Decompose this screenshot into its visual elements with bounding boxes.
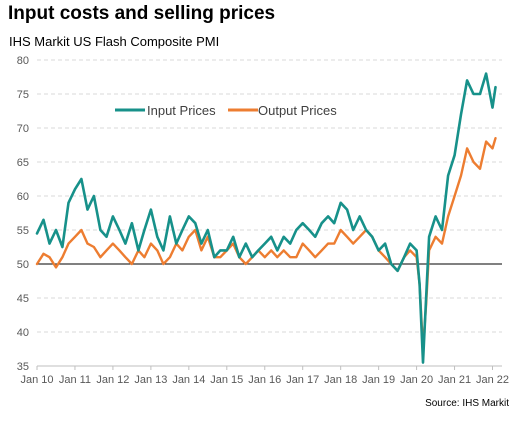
x-tick-label: Jan 20 xyxy=(400,374,433,386)
y-tick-label: 80 xyxy=(17,55,29,67)
series-layer xyxy=(35,72,497,364)
y-tick-label: 35 xyxy=(17,361,29,373)
x-tick-label: Jan 21 xyxy=(438,374,471,386)
x-tick-label: Jan 18 xyxy=(324,374,357,386)
x-tick-label: Jan 11 xyxy=(59,374,91,386)
source-note: Source: IHS Markit xyxy=(425,398,509,409)
legend-label-input-prices: Input Prices xyxy=(147,103,216,118)
x-tick-label: Jan 10 xyxy=(20,374,53,386)
y-tick-label: 40 xyxy=(17,327,29,339)
x-tick-label: Jan 14 xyxy=(172,374,205,386)
x-tick-label: Jan 16 xyxy=(248,374,281,386)
y-tick-label: 60 xyxy=(17,191,29,203)
chart-subtitle: IHS Markit US Flash Composite PMI xyxy=(9,34,220,49)
y-tick-label: 55 xyxy=(17,225,29,237)
y-tick-label: 70 xyxy=(17,123,29,135)
x-tick-label: Jan 19 xyxy=(362,374,395,386)
legend-label-output-prices: Output Prices xyxy=(258,103,337,118)
x-tick-label: Jan 13 xyxy=(134,374,167,386)
x-tick-label: Jan 15 xyxy=(210,374,243,386)
y-tick-label: 50 xyxy=(17,259,29,271)
x-tick-label: Jan 17 xyxy=(286,374,319,386)
x-tick-label: Jan 22 xyxy=(476,374,509,386)
y-tick-label: 45 xyxy=(17,293,29,305)
series-line-input-prices xyxy=(35,72,497,364)
axis-layer: 35 40 45 50 55 60 65 70 75 80 Jan 10 Jan 11 Jan 12 Ja… xyxy=(17,55,509,386)
legend: Input Prices Output Prices xyxy=(115,103,337,118)
grid-layer xyxy=(37,59,502,333)
chart-title: Input costs and selling prices xyxy=(8,3,276,24)
x-tick-label: Jan 12 xyxy=(96,374,129,386)
y-tick-label: 65 xyxy=(17,157,29,169)
y-tick-label: 75 xyxy=(17,89,29,101)
